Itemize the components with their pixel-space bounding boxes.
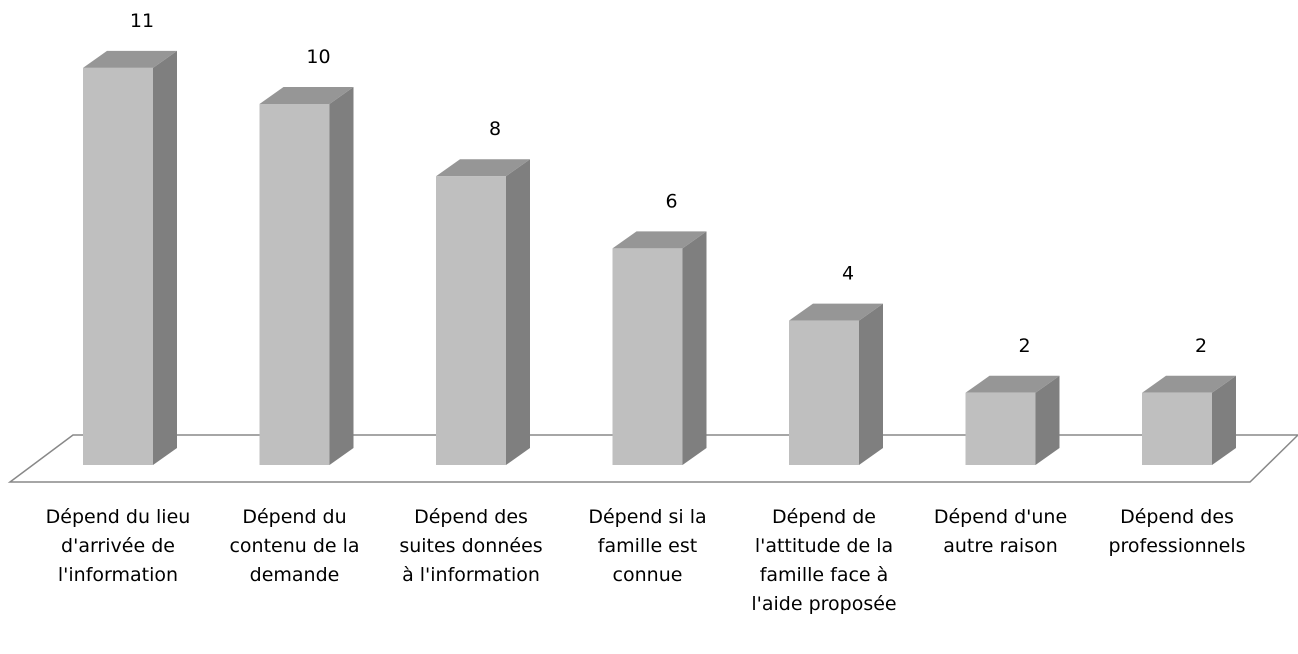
bar (436, 176, 506, 465)
bar-side (329, 87, 354, 465)
category-label: Dépend de l'attitude de la famille face … (751, 506, 897, 615)
bar-side (1035, 375, 1060, 465)
bar-top (965, 375, 1060, 393)
bar-top (1142, 375, 1236, 393)
bar-side (682, 231, 707, 465)
bar (1142, 392, 1212, 465)
bar-side (153, 50, 177, 466)
category-label: Dépend du lieu d'arrivée de l'informatio… (45, 506, 191, 586)
value-label: 2 (1195, 335, 1207, 357)
value-label: 11 (130, 10, 154, 32)
category-label: Dépend si la famille est connue (588, 506, 707, 586)
bar-top (789, 303, 883, 321)
bar (965, 392, 1036, 465)
category-label: Dépend des professionnels (1108, 506, 1246, 557)
value-label: 6 (665, 190, 677, 212)
bar (789, 320, 859, 465)
bar-side (859, 303, 883, 465)
bar-top (612, 231, 707, 249)
bar (259, 104, 330, 465)
bar (612, 248, 683, 465)
category-label: Dépend des suites données à l'informatio… (399, 506, 543, 586)
value-label: 10 (306, 46, 330, 68)
bar (83, 67, 153, 466)
bar-side (506, 159, 530, 465)
value-label: 2 (1018, 335, 1030, 357)
bar-top (83, 50, 177, 68)
bar-side (1212, 375, 1236, 465)
value-label: 4 (842, 263, 854, 285)
category-label: Dépend du contenu de la demande (229, 506, 360, 586)
bar-top (259, 87, 354, 104)
category-label: Dépend d'une autre raison (933, 506, 1068, 557)
bar-top (436, 159, 530, 177)
value-label: 8 (489, 118, 501, 140)
